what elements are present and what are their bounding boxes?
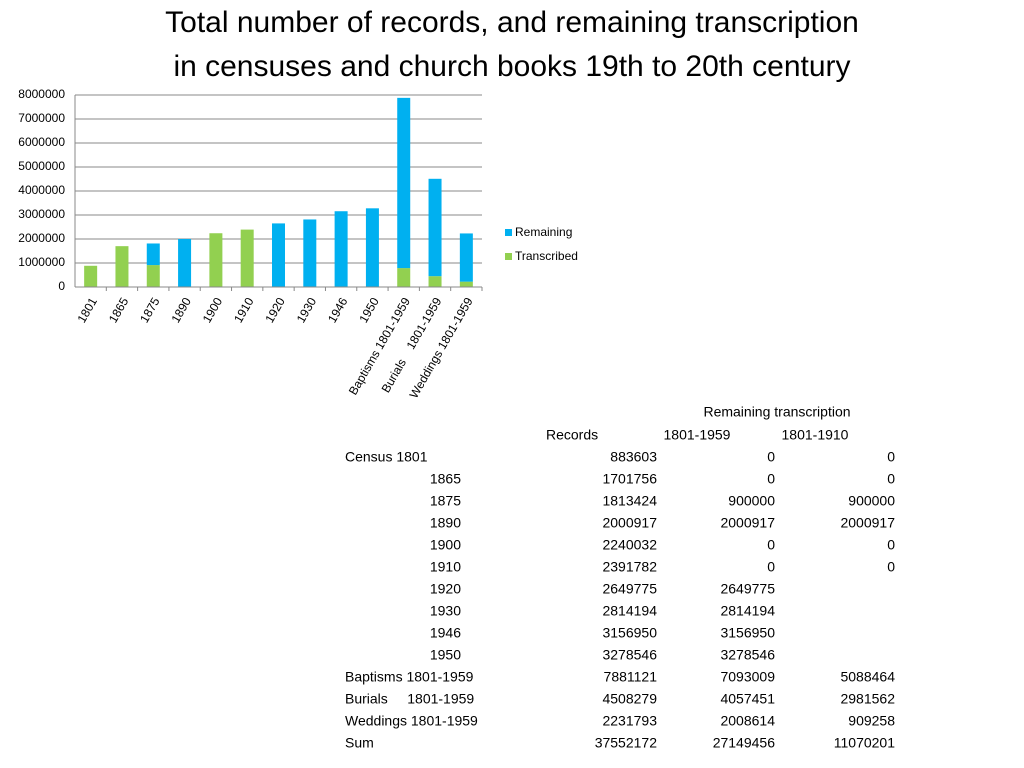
y-tick-label: 0: [58, 279, 65, 293]
table-cell: 909258: [848, 713, 895, 729]
table-cell: 900000: [848, 493, 895, 509]
bar-segment: [146, 265, 160, 287]
bar-segment: [115, 246, 129, 287]
table-column-header: 1801-1959: [664, 427, 731, 443]
table-row-label: Census 1801: [345, 449, 428, 465]
table-cell: 2814194: [602, 603, 657, 619]
table-cell: 0: [767, 471, 775, 487]
table-cell: 0: [767, 449, 775, 465]
bar-segment: [272, 223, 285, 287]
table-cell: 1701756: [602, 471, 657, 487]
table-cell: 2649775: [720, 581, 775, 597]
table-cell: 900000: [728, 493, 775, 509]
x-tick-label: 1910: [231, 295, 257, 325]
legend-label: Transcribed: [515, 249, 578, 263]
table-cell: 2240032: [602, 537, 657, 553]
y-tick-label: 7000000: [18, 111, 65, 125]
x-tick-label: 1890: [168, 295, 194, 325]
table-cell: 11070201: [834, 735, 895, 751]
table-cell: 2231793: [602, 713, 657, 729]
table-cell: 2000917: [602, 515, 657, 531]
table-cell: 2000917: [840, 515, 895, 531]
bar-segment: [428, 178, 442, 277]
table-cell: 4057451: [720, 691, 775, 707]
x-tick-label: 1950: [356, 295, 382, 325]
table-cell: 4508279: [602, 691, 657, 707]
table-row-label: 1946: [430, 625, 461, 641]
table-cell: 7881121: [604, 669, 658, 685]
bar-segment: [84, 265, 98, 287]
table-cell: 2981562: [840, 691, 895, 707]
y-tick-label: 4000000: [18, 183, 65, 197]
table-cell: 0: [887, 471, 895, 487]
bar-segment: [240, 229, 254, 287]
y-tick-label: 8000000: [18, 87, 65, 101]
bar-segment: [365, 208, 379, 287]
legend-swatch: [505, 253, 512, 260]
chart-title: in censuses and church books 19th to 20t…: [173, 50, 850, 83]
bar-segment: [428, 276, 442, 287]
table-cell: 0: [767, 559, 775, 575]
table-row-label: Sum: [345, 735, 374, 751]
bar-segment: [459, 281, 473, 287]
bar-segment: [397, 268, 411, 287]
table-cell: 883603: [610, 449, 657, 465]
x-tick-label: 1865: [106, 295, 132, 325]
table-cell: 27149456: [713, 735, 776, 751]
table-row-label: 1930: [430, 603, 461, 619]
table-cell: 2391782: [602, 559, 657, 575]
x-tick-label: 1900: [200, 295, 226, 325]
table-cell: 0: [887, 537, 895, 553]
table-cell: 2000917: [720, 515, 775, 531]
table-row-label: 1875: [430, 493, 461, 509]
x-tick-label: 1946: [325, 295, 351, 325]
y-tick-label: 5000000: [18, 159, 65, 173]
x-tick-label: 1930: [294, 295, 320, 325]
table-row-label: Baptisms 1801-1959: [345, 669, 474, 685]
bar-segment: [397, 97, 411, 269]
table-group-header: Remaining transcription: [703, 404, 850, 420]
table-cell: 3278546: [602, 647, 657, 663]
legend-label: Remaining: [515, 225, 572, 239]
bar-segment: [303, 219, 317, 287]
legend-swatch: [505, 229, 512, 236]
table-cell: 5088464: [840, 669, 895, 685]
table-cell: 1813424: [602, 493, 657, 509]
bar-segment: [146, 243, 160, 266]
table-cell: 0: [887, 449, 895, 465]
table-row-label: Burials 1801-1959: [345, 691, 474, 707]
y-tick-label: 3000000: [18, 207, 65, 221]
y-tick-label: 1000000: [18, 255, 65, 269]
table-cell: 3156950: [720, 625, 775, 641]
table-row-label: 1920: [430, 581, 461, 597]
bar-segment: [209, 233, 223, 287]
table-row-label: Weddings 1801-1959: [345, 713, 478, 729]
bar-segment: [178, 238, 192, 287]
table-cell: 3156950: [602, 625, 657, 641]
table-row-label: 1910: [430, 559, 461, 575]
table-cell: 2649775: [602, 581, 657, 597]
table-column-header: 1801-1910: [782, 427, 849, 443]
x-tick-label: 1875: [137, 295, 163, 325]
table-row-label: 1950: [430, 647, 461, 663]
x-tick-label: 1920: [262, 295, 288, 325]
bar-segment: [334, 211, 348, 287]
y-tick-label: 2000000: [18, 231, 65, 245]
bar-segment: [459, 233, 473, 282]
table-cell: 2814194: [720, 603, 775, 619]
x-tick-label: 1801: [75, 295, 101, 325]
table-row-label: 1900: [430, 537, 461, 553]
chart-title: Total number of records, and remaining t…: [165, 6, 859, 39]
table-cell: 0: [767, 537, 775, 553]
table-cell: 37552172: [595, 735, 658, 751]
table-cell: 3278546: [720, 647, 775, 663]
table-row-label: 1865: [430, 471, 461, 487]
table-cell: 7093009: [720, 669, 775, 685]
table-cell: 0: [887, 559, 895, 575]
y-tick-label: 6000000: [18, 135, 65, 149]
table-column-header: Records: [546, 427, 598, 443]
table-cell: 2008614: [720, 713, 775, 729]
table-row-label: 1890: [430, 515, 461, 531]
